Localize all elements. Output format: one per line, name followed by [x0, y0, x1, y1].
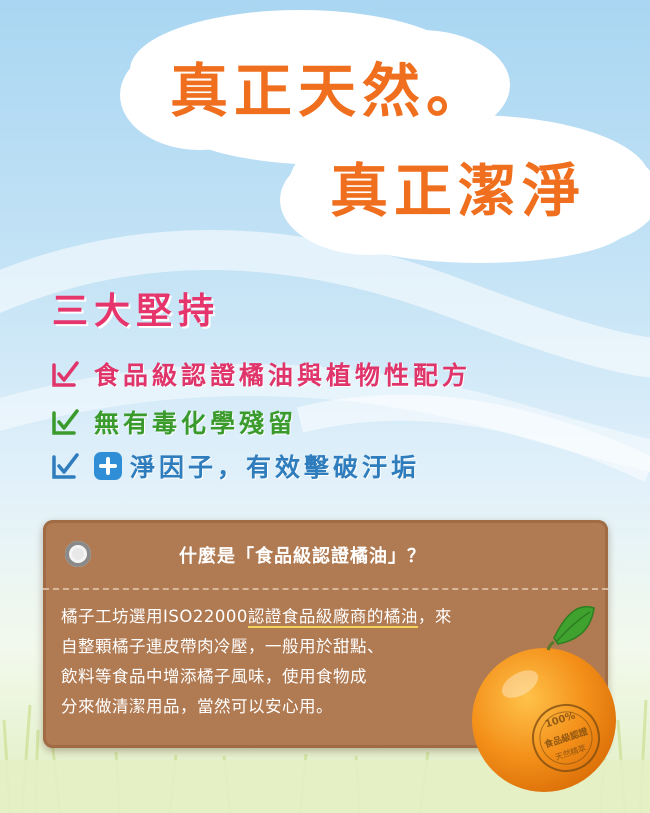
orange-fruit-icon: 100% 食品級認證 天然精萃 [472, 605, 616, 792]
headline-clean: 真正潔淨 [330, 157, 587, 225]
principle-item-clean-factor: 淨因子，有效擊破汙垢 [50, 446, 420, 486]
tag-question: 什麼是「食品級認證橘油」？ [179, 546, 426, 567]
tag-body: 橘子工坊選用ISO22000認證食品級廠商的橘油，來 自整顆橘子連皮帶肉冷壓，一… [61, 602, 541, 722]
tag-line-3: 飲料等食品中增添橘子風味，使用食物成 [61, 667, 367, 686]
principle-item-no-toxic: 無有毒化學殘留 [50, 402, 297, 442]
principle-text: 淨因子，有效擊破汙垢 [130, 453, 421, 482]
checkbox-check-icon [52, 361, 79, 387]
headline-natural: 真正天然。 [170, 57, 491, 125]
tag-line-2: 自整顆橘子連皮帶肉冷壓，一般用於甜點、 [61, 637, 384, 656]
principle-text: 無有毒化學殘留 [94, 409, 298, 438]
sky-arc-3 [296, 394, 650, 482]
tag-line-1-pre: 橘子工坊選用ISO22000 [61, 607, 248, 626]
principles-heading: 三大堅持 [52, 291, 221, 332]
cloud-bottom [280, 115, 650, 263]
plus-icon [94, 452, 122, 480]
highlight-text: 認證食品級廠商的橘油 [247, 607, 418, 628]
checkbox-check-icon [52, 453, 79, 479]
tag-eyelet-icon [65, 541, 91, 567]
principle-item-food-grade: 食品級認證橘油與植物性配方 [50, 354, 471, 394]
tag-line-4: 分來做清潔用品，當然可以安心用。 [61, 697, 333, 716]
tag-title-bar: 什麼是「食品級認證橘油」？ [43, 520, 608, 590]
principle-text: 食品級認證橘油與植物性配方 [94, 361, 472, 390]
tag-line-1: 橘子工坊選用ISO22000認證食品級廠商的橘油，來 [61, 602, 541, 632]
checkbox-check-icon [52, 409, 79, 435]
sky-arc-1 [0, 230, 650, 378]
tag-line-1-post: ，來 [417, 607, 452, 626]
